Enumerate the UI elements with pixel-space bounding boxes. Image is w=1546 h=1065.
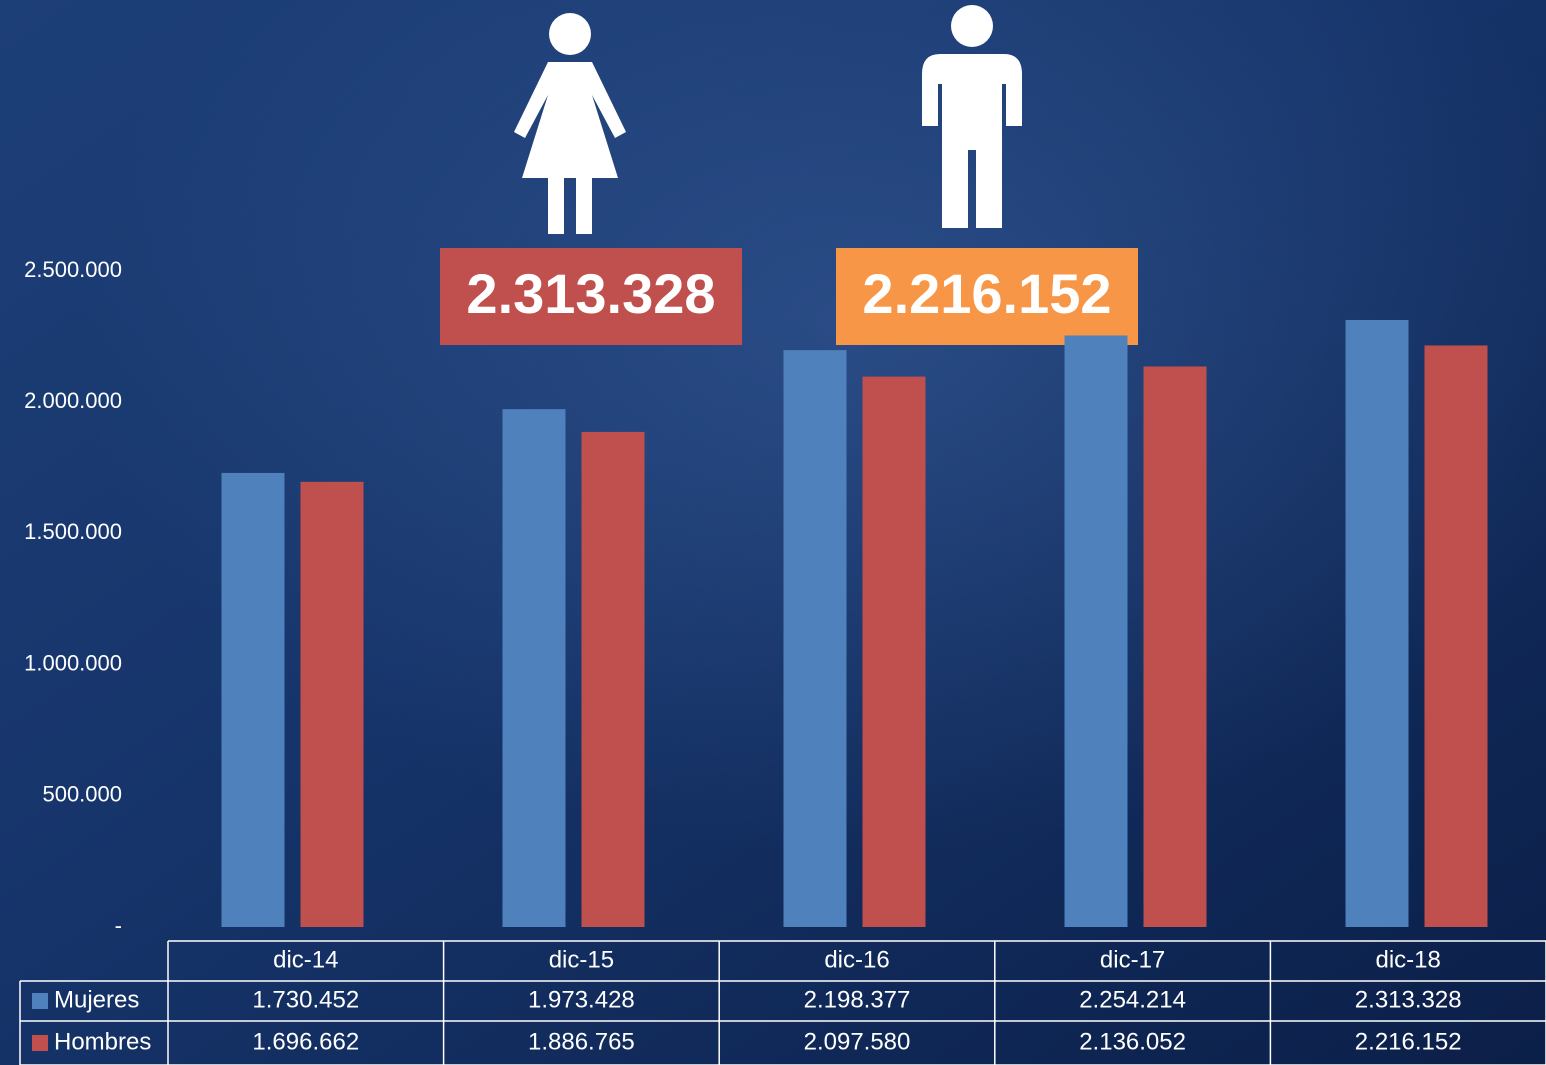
woman-icon (514, 13, 626, 234)
legend-label: Hombres (54, 1028, 151, 1055)
table-value: 2.216.152 (1355, 1028, 1462, 1055)
annotation-text: 2.216.152 (862, 262, 1111, 325)
annotation-box (440, 248, 742, 345)
bar (1424, 345, 1488, 928)
table-value: 2.136.052 (1079, 1028, 1186, 1055)
bar (221, 472, 285, 927)
x-tick-label: dic-17 (1100, 946, 1165, 973)
table-value: 2.198.377 (804, 986, 911, 1013)
table-value: 1.696.662 (252, 1028, 359, 1055)
x-tick-label: dic-16 (824, 946, 889, 973)
annotation-text: 2.313.328 (466, 262, 715, 325)
y-tick-label: 500.000 (42, 782, 122, 807)
legend-swatch (32, 993, 48, 1009)
y-tick-label: 1.500.000 (24, 519, 122, 544)
bar (1064, 335, 1128, 927)
y-tick-label: 1.000.000 (24, 650, 122, 675)
annotation-box (836, 248, 1138, 345)
bar (502, 409, 566, 927)
bar (1143, 366, 1207, 927)
bar (581, 431, 645, 927)
bar (783, 350, 847, 927)
table-value: 1.973.428 (528, 986, 635, 1013)
x-tick-label: dic-14 (273, 946, 338, 973)
x-tick-label: dic-18 (1376, 946, 1441, 973)
annotations: 2.313.328 2.216.152 (440, 248, 1138, 345)
table-value: 1.730.452 (252, 986, 359, 1013)
table-value: 2.254.214 (1079, 986, 1186, 1013)
y-tick-label: 2.500.000 (24, 257, 122, 282)
x-tick-label: dic-15 (549, 946, 614, 973)
table-value: 2.097.580 (804, 1028, 911, 1055)
man-icon (922, 5, 1022, 228)
bar (300, 481, 364, 927)
legend-label: Mujeres (54, 986, 139, 1013)
table-value: 1.886.765 (528, 1028, 635, 1055)
y-tick-label: 2.000.000 (24, 388, 122, 413)
bar (1345, 319, 1409, 927)
table-value: 2.313.328 (1355, 986, 1462, 1013)
legend-swatch (32, 1035, 48, 1051)
bar (862, 376, 926, 928)
y-tick-label: - (115, 913, 122, 938)
